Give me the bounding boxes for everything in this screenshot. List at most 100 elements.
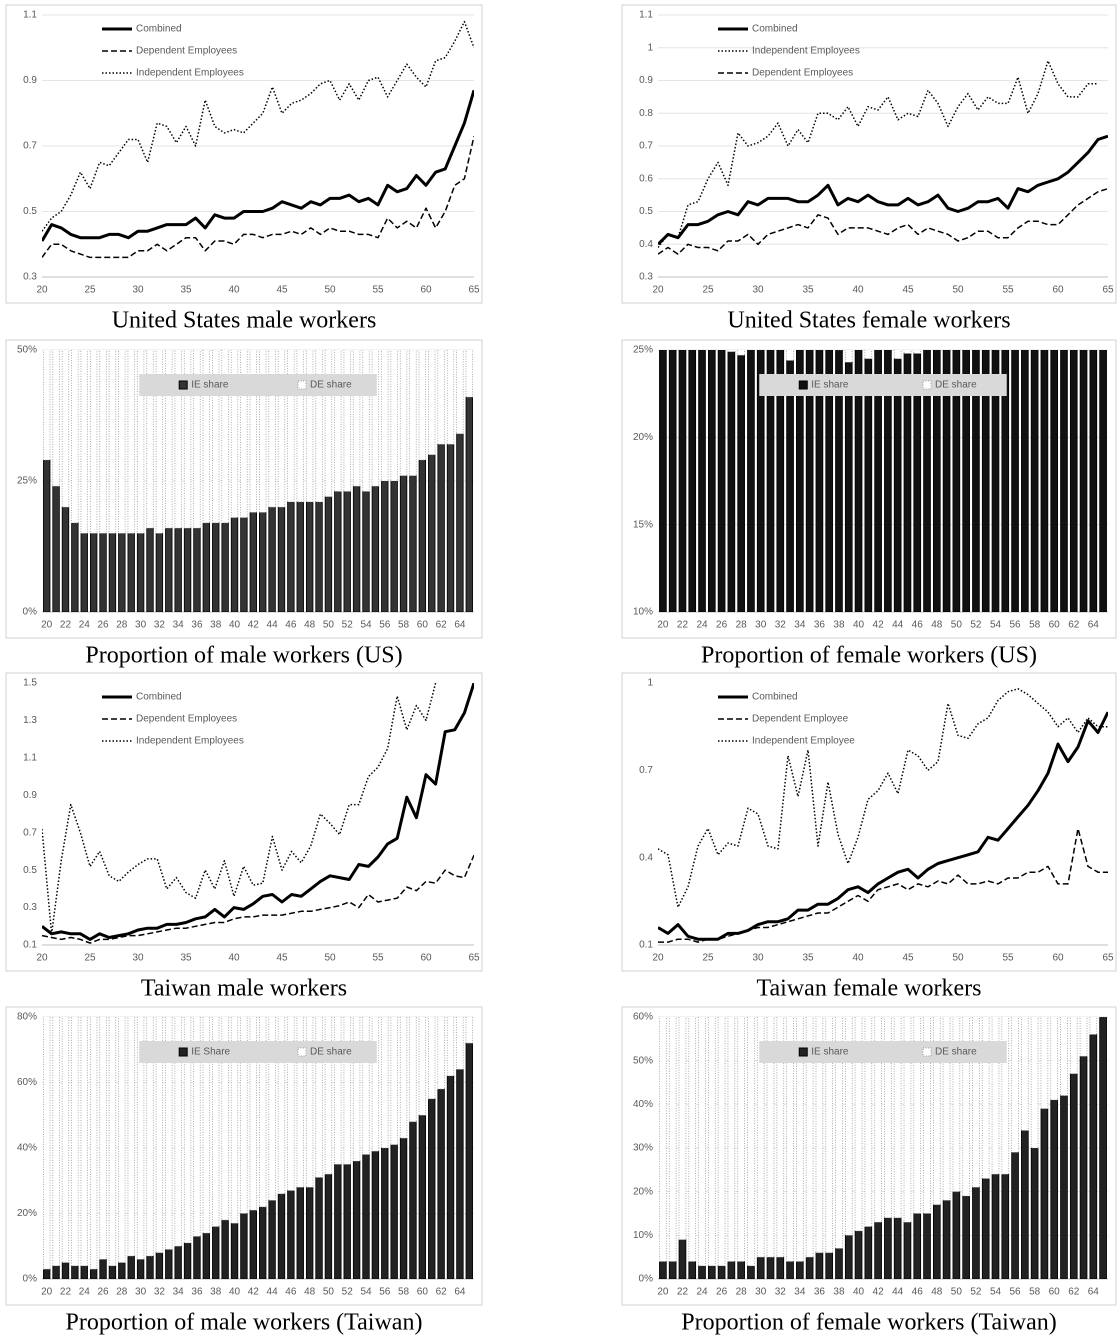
x-tick-label: 34 xyxy=(794,620,806,631)
x-tick-label: 58 xyxy=(398,1287,410,1298)
y-tick-label: 0.8 xyxy=(639,108,653,119)
bar-segment xyxy=(437,350,445,445)
bar-segment xyxy=(844,1234,853,1279)
x-tick-label: 50 xyxy=(952,953,964,964)
bar-segment xyxy=(259,512,267,612)
x-tick-label: 55 xyxy=(1002,285,1014,296)
bar-segment xyxy=(155,350,164,534)
bar-segment xyxy=(183,1017,192,1244)
bar-segment xyxy=(707,1017,716,1267)
bar-segment xyxy=(446,350,455,445)
legend-label: Combined xyxy=(136,692,182,703)
bar-segment xyxy=(737,354,745,612)
bar-segment xyxy=(287,1017,295,1191)
bar-segment xyxy=(1089,350,1098,612)
legend-label: IE Share xyxy=(191,1047,230,1058)
bar-segment xyxy=(399,475,408,612)
x-tick-label: 30 xyxy=(755,1287,767,1298)
bar-segment xyxy=(1099,350,1107,612)
x-tick-label: 22 xyxy=(677,620,689,631)
x-tick-label: 42 xyxy=(248,1287,260,1298)
bar-segment xyxy=(874,350,882,612)
y-tick-label: 1.5 xyxy=(23,678,37,689)
bar-segment xyxy=(727,351,736,612)
bar-segment xyxy=(390,480,398,612)
x-tick-label: 24 xyxy=(79,620,91,631)
y-tick-label: 0.7 xyxy=(23,827,37,838)
bar-segment xyxy=(259,1017,267,1208)
bar-segment xyxy=(835,1248,843,1279)
panel: United States female workers 0.3 0.4 0.5 0.6… xyxy=(621,4,1117,334)
x-tick-label: 36 xyxy=(191,620,203,631)
bar-segment xyxy=(136,1258,145,1279)
bar-segment xyxy=(884,1017,892,1219)
bar-segment xyxy=(825,350,834,612)
bar-segment xyxy=(756,1256,765,1279)
x-tick-label: 58 xyxy=(398,620,410,631)
x-tick-label: 28 xyxy=(736,1287,748,1298)
chart-frame xyxy=(621,4,1117,304)
y-tick-label: 0.1 xyxy=(23,940,37,951)
x-tick-label: 62 xyxy=(436,1287,448,1298)
bar-segment xyxy=(89,1017,98,1270)
y-tick-label: 30% xyxy=(633,1143,653,1154)
bar-segment xyxy=(334,1163,342,1279)
bar-segment xyxy=(193,527,201,612)
bar-segment xyxy=(776,1256,785,1279)
bar-segment xyxy=(352,1160,361,1279)
x-tick-label: 38 xyxy=(210,1287,222,1298)
bar-segment xyxy=(942,350,951,612)
x-tick-label: 20 xyxy=(652,953,664,964)
y-tick-label: 60% xyxy=(633,1012,653,1023)
bar-segment xyxy=(108,1265,117,1279)
bar-segment xyxy=(52,1265,60,1279)
x-tick-label: 22 xyxy=(60,620,72,631)
bar-segment xyxy=(815,1017,824,1254)
bar-segment xyxy=(89,533,98,612)
bar-segment xyxy=(786,1261,794,1279)
x-tick-label: 46 xyxy=(285,1287,297,1298)
panel: Proportion of male workers (Taiwan) 0% 20%… xyxy=(5,1006,483,1336)
bar-segment xyxy=(437,1017,445,1090)
caption: Proportion of male workers (US) xyxy=(85,643,402,669)
bar-segment xyxy=(155,533,164,612)
x-tick-label: 40 xyxy=(228,953,240,964)
x-tick-label: 50 xyxy=(951,1287,963,1298)
x-tick-label: 40 xyxy=(229,1287,241,1298)
bar-segment xyxy=(1060,1095,1068,1279)
bar-segment xyxy=(1021,350,1029,612)
bar-segment xyxy=(99,1258,107,1279)
x-tick-label: 30 xyxy=(132,285,144,296)
bar-segment xyxy=(352,485,361,612)
x-tick-label: 25 xyxy=(84,285,96,296)
caption: United States female workers xyxy=(727,308,1010,334)
bar-segment xyxy=(118,350,126,534)
legend-label: Dependent Employees xyxy=(136,46,237,57)
bar-segment xyxy=(844,361,853,612)
bar-segment xyxy=(183,350,192,529)
plot-area xyxy=(42,683,474,944)
caption: Proportion of female workers (Taiwan) xyxy=(681,1310,1057,1336)
bar-segment xyxy=(174,350,182,529)
bar-segment xyxy=(815,1252,824,1279)
x-tick-label: 58 xyxy=(1029,1287,1041,1298)
y-tick-label: 0.3 xyxy=(23,902,37,913)
bar-segment xyxy=(399,1137,408,1279)
bar-segment xyxy=(893,1017,902,1219)
plot-area xyxy=(658,688,1108,943)
bar-segment xyxy=(52,485,60,612)
bar-segment xyxy=(118,1017,126,1264)
bar-segment xyxy=(277,1193,286,1279)
bar-segment xyxy=(249,512,257,612)
bar-segment xyxy=(371,350,380,487)
bar-segment xyxy=(52,1017,60,1267)
bar-segment xyxy=(315,1017,323,1178)
bar-segment xyxy=(465,1017,473,1044)
y-tick-label: 0.9 xyxy=(23,75,37,86)
bar-segment xyxy=(118,533,126,612)
x-tick-label: 30 xyxy=(752,953,764,964)
bar-segment xyxy=(52,350,60,487)
x-tick-label: 44 xyxy=(267,620,279,631)
legend-label: DE share xyxy=(310,380,352,391)
bar-segment xyxy=(437,443,445,612)
